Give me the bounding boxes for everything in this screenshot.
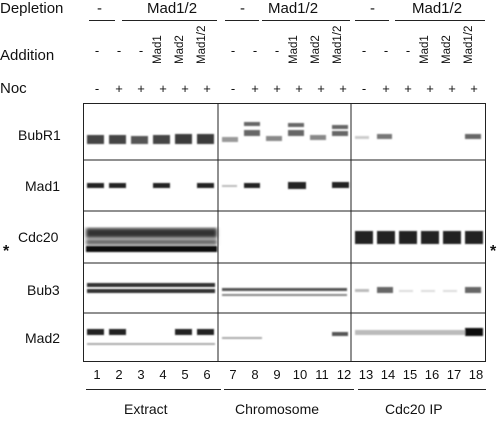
noc-lane-18: + (470, 81, 478, 96)
noc-lane-2: + (115, 81, 123, 96)
section-cdc20-ip: Cdc20 IP (385, 401, 443, 417)
noc-lane-7: - (230, 81, 236, 96)
cdc20-extract-bands (86, 228, 217, 252)
noc-lane-11: + (317, 81, 325, 96)
addition-lane-2: - (116, 43, 122, 58)
asterisk-right: * (490, 243, 497, 260)
lane-15: 15 (402, 367, 418, 382)
addition-lane-8: - (252, 43, 258, 58)
addition-lane-11: Mad2 (310, 35, 322, 64)
mad2-extract-bands (87, 329, 215, 345)
addition-lane-15: - (405, 43, 411, 58)
lane-5: 5 (181, 367, 189, 382)
lane-3: 3 (137, 367, 145, 382)
noc-lane-17: + (448, 81, 456, 96)
lane-1: 1 (93, 367, 101, 382)
lane-11: 11 (315, 367, 329, 382)
addition-lane-3: - (138, 43, 144, 58)
addition-label: Addition (0, 47, 55, 64)
noc-lane-6: + (203, 81, 211, 96)
lane-16: 16 (424, 367, 440, 382)
addition-lane-7: - (230, 43, 236, 58)
depletion-mad-extract: Mad1/2 (147, 0, 198, 17)
section-chromosome: Chromosome (235, 401, 320, 417)
addition-lane-16: Mad1 (419, 35, 431, 64)
addition-lane-9: - (274, 43, 280, 58)
mad2-ip-bands (355, 328, 483, 336)
bub3-chromosome-bands (222, 288, 347, 296)
depletion-minus-extract: - (97, 0, 102, 17)
row-label-cdc20: Cdc20 (18, 229, 59, 245)
mad2-chromosome-bands (222, 332, 348, 339)
addition-lane-13: - (361, 43, 367, 58)
row-label-mad2: Mad2 (25, 330, 61, 346)
lane-7: 7 (229, 367, 237, 382)
noc-lane-3: + (137, 81, 145, 96)
lane-6: 6 (203, 367, 211, 382)
noc-lane-16: + (426, 81, 434, 96)
addition-lane-1: - (94, 43, 100, 58)
row-label-bub3: Bub3 (27, 282, 60, 298)
lane-14: 14 (380, 367, 396, 382)
addition-lane-12: Mad1/2 (332, 25, 344, 64)
lane-13: 13 (358, 367, 374, 382)
lane-17: 17 (446, 367, 462, 382)
noc-lane-10: + (295, 81, 303, 96)
noc-label: Noc (0, 80, 27, 97)
lane-8: 8 (251, 367, 259, 382)
row-label-mad1: Mad1 (25, 178, 61, 194)
cdc20-ip-bands (355, 231, 483, 244)
noc-lane-13: - (361, 81, 367, 96)
lane-10: 10 (292, 367, 308, 382)
addition-lane-10: Mad1 (288, 35, 300, 64)
lane-9: 9 (273, 367, 281, 382)
noc-lane-5: + (181, 81, 189, 96)
mad1-extract-bands (87, 183, 214, 188)
section-extract: Extract (124, 401, 168, 417)
lane-18: 18 (468, 367, 484, 382)
addition-lane-18: Mad1/2 (463, 25, 475, 64)
addition-lane-6: Mad1/2 (196, 25, 208, 64)
noc-lane-12: + (339, 81, 347, 96)
noc-lane-8: + (251, 81, 259, 96)
noc-lane-1: - (94, 81, 100, 96)
noc-lane-15: + (404, 81, 412, 96)
bub3-ip-bands (355, 287, 481, 293)
bub3-extract-bands (87, 283, 215, 293)
noc-lane-14: + (382, 81, 390, 96)
addition-lane-17: Mad2 (441, 35, 453, 64)
western-blot-panel (83, 103, 486, 362)
lane-2: 2 (115, 367, 123, 382)
bubr1-ip-bands (355, 134, 481, 139)
bubr1-chromosome-bands (222, 122, 348, 142)
depletion-mad-ip: Mad1/2 (412, 0, 463, 17)
depletion-minus-chromosome: - (240, 0, 245, 17)
depletion-label: Depletion (0, 0, 64, 17)
noc-lane-4: + (159, 81, 167, 96)
addition-lane-5: Mad2 (174, 35, 186, 64)
asterisk-left: * (3, 243, 10, 260)
row-label-bubr1: BubR1 (18, 127, 61, 143)
lane-12: 12 (336, 367, 352, 382)
noc-lane-9: + (273, 81, 281, 96)
depletion-mad-chromosome: Mad1/2 (268, 0, 319, 17)
addition-lane-4: Mad1 (152, 35, 164, 64)
lane-4: 4 (159, 367, 167, 382)
addition-lane-14: - (383, 43, 389, 58)
mad1-chromosome-bands (222, 182, 349, 189)
bubr1-extract-bands (87, 134, 214, 144)
depletion-minus-ip: - (370, 0, 375, 17)
